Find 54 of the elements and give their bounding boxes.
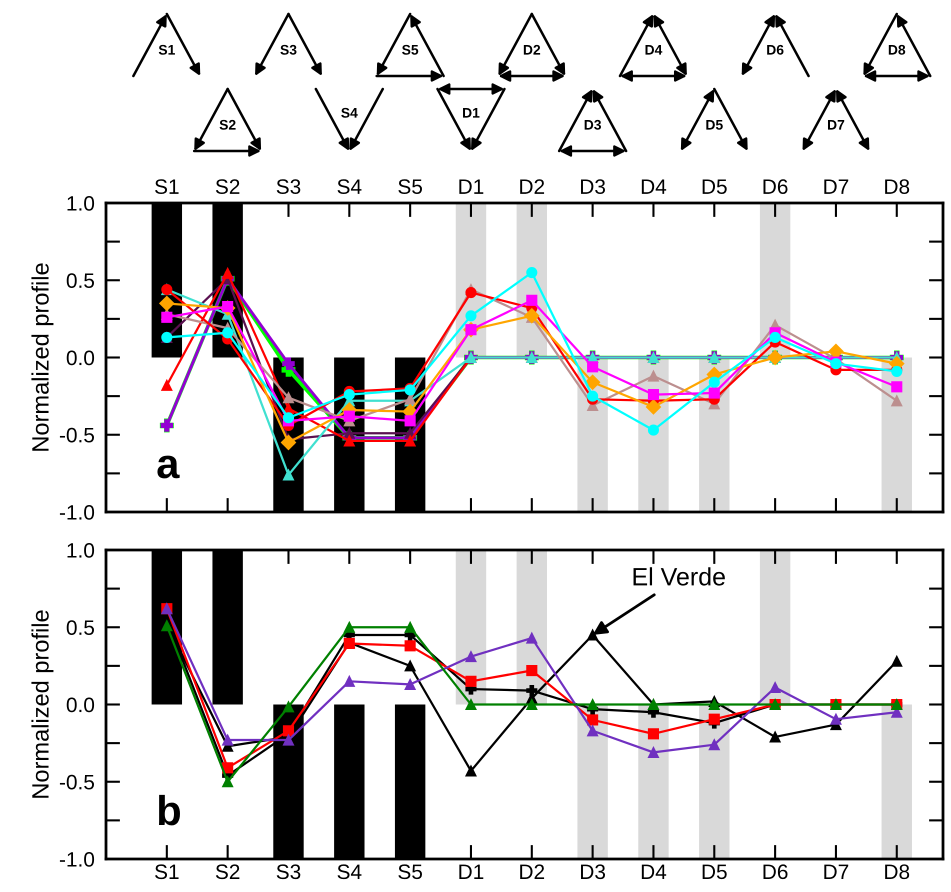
category-label: S3 bbox=[280, 44, 296, 55]
y-tick-label: 1.0 bbox=[68, 543, 94, 558]
x-tick-label: D4 bbox=[642, 864, 666, 879]
x-tick-label: D2 bbox=[520, 864, 544, 879]
y-tick-label: 0.0 bbox=[66, 350, 94, 366]
y-axis-title: Normalized profile bbox=[31, 263, 54, 451]
x-tick-label: S2 bbox=[216, 179, 240, 194]
category-label: D6 bbox=[767, 44, 784, 55]
x-tick-label: D6 bbox=[764, 179, 788, 194]
category-label: S2 bbox=[220, 120, 236, 130]
category-label: D5 bbox=[706, 120, 723, 130]
y-tick-label: 0.5 bbox=[66, 620, 94, 636]
x-tick-label: D7 bbox=[824, 864, 848, 879]
x-tick-label: D3 bbox=[581, 179, 606, 194]
x-tick-label: D3 bbox=[581, 864, 606, 880]
category-label: D8 bbox=[888, 44, 906, 55]
category-label: S5 bbox=[402, 44, 418, 55]
category-label: D3 bbox=[584, 120, 602, 130]
y-tick-label: -0.5 bbox=[60, 774, 94, 790]
x-tick-label: S3 bbox=[276, 179, 300, 194]
y-tick-label: 1.0 bbox=[68, 196, 94, 211]
x-tick-label: D7 bbox=[824, 179, 848, 194]
x-tick-label: S5 bbox=[398, 864, 422, 880]
y-axis-title: Normalized profile bbox=[31, 610, 54, 798]
x-tick-label: S5 bbox=[398, 179, 422, 194]
x-tick-label: D8 bbox=[885, 179, 910, 194]
x-tick-label: S1 bbox=[155, 864, 179, 880]
category-label: S4 bbox=[341, 108, 358, 118]
x-tick-label: S3 bbox=[276, 864, 300, 880]
x-tick-label: S4 bbox=[338, 179, 362, 194]
x-tick-label: D2 bbox=[520, 179, 544, 194]
category-label: D2 bbox=[524, 44, 540, 55]
x-tick-label: D4 bbox=[642, 179, 666, 194]
x-tick-label: S2 bbox=[216, 864, 240, 880]
y-tick-label: -1.0 bbox=[60, 505, 94, 520]
x-tick-label: D8 bbox=[885, 864, 910, 880]
category-label: S1 bbox=[158, 44, 175, 55]
category-label: D1 bbox=[463, 108, 480, 118]
y-tick-label: 0.0 bbox=[66, 698, 94, 712]
x-tick-label: D5 bbox=[702, 179, 727, 194]
y-tick-label: 0.5 bbox=[66, 273, 94, 288]
annotation: b bbox=[158, 794, 180, 826]
y-tick-label: -0.5 bbox=[60, 428, 94, 443]
annotation: a bbox=[157, 456, 180, 478]
x-tick-label: D1 bbox=[459, 864, 484, 879]
x-tick-label: D6 bbox=[764, 864, 788, 880]
annotation: El Verde bbox=[634, 567, 725, 586]
x-tick-label: D5 bbox=[702, 864, 727, 880]
x-tick-label: D1 bbox=[459, 179, 484, 194]
x-tick-label: S4 bbox=[338, 864, 362, 880]
category-label: D7 bbox=[828, 120, 844, 130]
x-tick-label: S1 bbox=[155, 179, 179, 194]
category-label: D4 bbox=[646, 45, 662, 55]
y-tick-label: -1.0 bbox=[60, 852, 94, 867]
